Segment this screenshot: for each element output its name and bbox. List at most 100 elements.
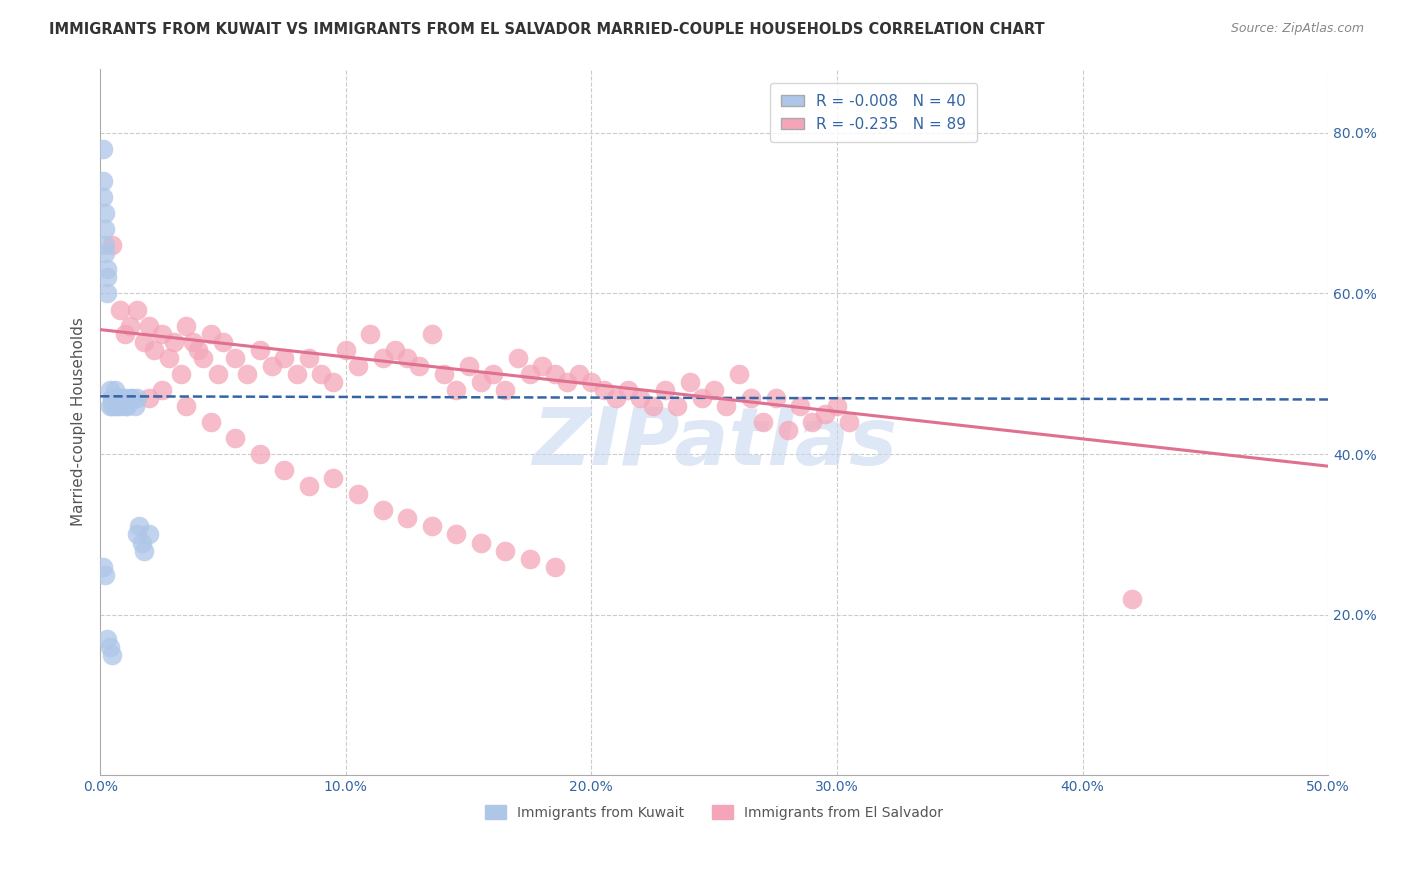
Y-axis label: Married-couple Households: Married-couple Households (72, 318, 86, 526)
Point (519, 551, 541, 566)
Point (420, 519, 443, 533)
Point (716, 399, 738, 413)
Point (224, 431, 246, 445)
Point (91, 174, 114, 188)
Point (727, 367, 749, 381)
Point (396, 511, 419, 525)
Point (115, 399, 138, 413)
Point (114, 326, 136, 341)
Point (96, 286, 118, 301)
Point (96, 270, 118, 285)
Point (101, 391, 124, 405)
Point (114, 391, 136, 405)
Point (105, 399, 128, 413)
Point (1121, 591, 1143, 606)
Text: Source: ZipAtlas.com: Source: ZipAtlas.com (1230, 22, 1364, 36)
Point (224, 351, 246, 365)
Point (101, 648, 124, 662)
Point (543, 367, 565, 381)
Point (91, 559, 114, 574)
Point (200, 326, 222, 341)
Point (273, 463, 295, 477)
Point (150, 326, 173, 341)
Point (138, 527, 160, 541)
Point (776, 423, 799, 437)
Point (101, 391, 124, 405)
Point (104, 399, 127, 413)
Point (105, 391, 128, 405)
Point (125, 391, 148, 405)
Point (457, 359, 479, 373)
Point (98, 399, 121, 413)
Point (322, 471, 344, 485)
Point (335, 343, 357, 357)
Point (555, 375, 578, 389)
Point (98, 640, 121, 654)
Point (207, 367, 229, 381)
Point (592, 383, 614, 397)
Point (420, 326, 443, 341)
Point (187, 343, 209, 357)
Point (101, 399, 124, 413)
Point (322, 375, 344, 389)
Point (249, 447, 271, 461)
Point (163, 334, 186, 349)
Point (690, 391, 713, 405)
Point (838, 415, 860, 429)
Point (114, 399, 136, 413)
Point (531, 359, 554, 373)
Point (96, 262, 118, 277)
Point (298, 351, 321, 365)
Point (125, 527, 148, 541)
Point (108, 302, 131, 317)
Point (617, 383, 640, 397)
Point (125, 302, 148, 317)
Point (200, 415, 222, 429)
Point (641, 399, 664, 413)
Point (482, 367, 505, 381)
Point (174, 399, 197, 413)
Point (408, 359, 430, 373)
Point (494, 383, 516, 397)
Point (506, 351, 529, 365)
Point (121, 391, 143, 405)
Point (94, 222, 117, 236)
Point (118, 318, 141, 333)
Point (273, 351, 295, 365)
Point (519, 367, 541, 381)
Point (157, 351, 180, 365)
Point (94, 206, 117, 220)
Point (96, 632, 118, 646)
Point (94, 238, 117, 252)
Point (174, 318, 197, 333)
Point (359, 326, 381, 341)
Point (111, 391, 134, 405)
Point (260, 359, 283, 373)
Point (143, 343, 166, 357)
Point (630, 391, 652, 405)
Point (98, 383, 121, 397)
Point (212, 334, 235, 349)
Point (108, 391, 131, 405)
Point (765, 391, 787, 405)
Point (134, 543, 156, 558)
Point (236, 367, 259, 381)
Point (138, 391, 160, 405)
Point (814, 407, 837, 421)
Point (581, 375, 603, 389)
Point (789, 399, 811, 413)
Point (347, 359, 370, 373)
Point (543, 559, 565, 574)
Point (183, 334, 205, 349)
Point (371, 351, 394, 365)
Point (752, 415, 775, 429)
Point (285, 367, 308, 381)
Point (446, 527, 468, 541)
Point (108, 399, 131, 413)
Point (740, 391, 762, 405)
Text: ZIPatlas: ZIPatlas (531, 404, 897, 483)
Point (131, 535, 153, 549)
Point (801, 415, 824, 429)
Text: IMMIGRANTS FROM KUWAIT VS IMMIGRANTS FROM EL SALVADOR MARRIED-COUPLE HOUSEHOLDS : IMMIGRANTS FROM KUWAIT VS IMMIGRANTS FRO… (49, 22, 1045, 37)
Legend: Immigrants from Kuwait, Immigrants from El Salvador: Immigrants from Kuwait, Immigrants from … (479, 799, 949, 825)
